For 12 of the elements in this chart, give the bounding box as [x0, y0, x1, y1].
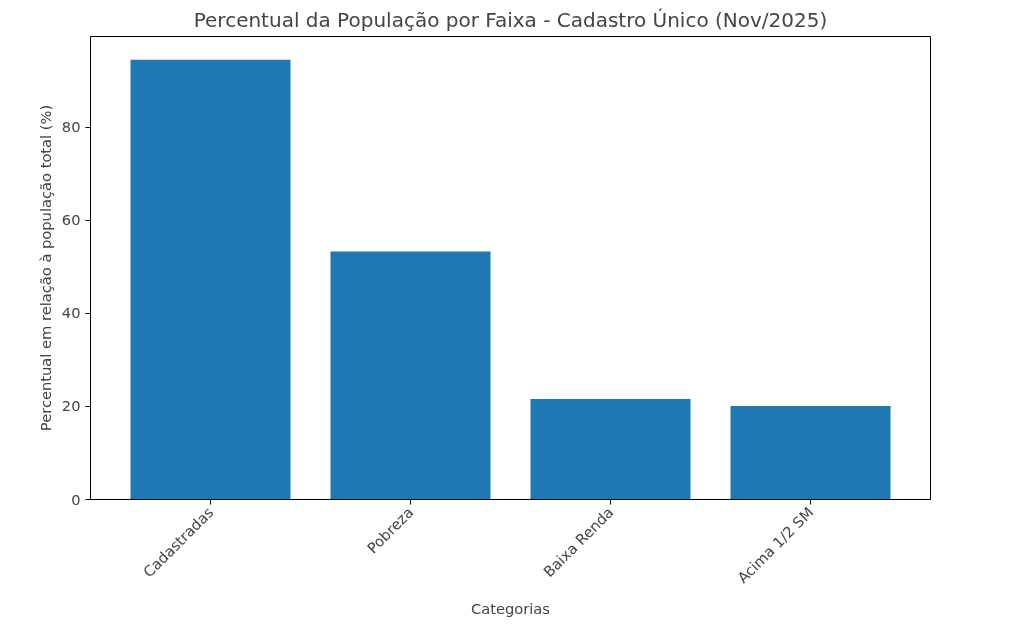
y-tick-label: 20: [61, 397, 81, 415]
x-axis-title: Categorias: [471, 600, 550, 618]
bar: [130, 59, 291, 500]
bar: [530, 398, 691, 500]
y-tick-label: 60: [61, 211, 81, 229]
y-tick-label: 80: [61, 118, 81, 136]
bar: [330, 251, 491, 500]
y-tick-label: 0: [71, 490, 81, 508]
bar: [730, 405, 891, 500]
y-tick-label: 40: [61, 304, 81, 322]
y-axis-title: Percentual em relação à população total (%): [36, 104, 54, 432]
chart-title: Percentual da População por Faixa - Cadastro Único (Nov/2025): [193, 7, 828, 32]
